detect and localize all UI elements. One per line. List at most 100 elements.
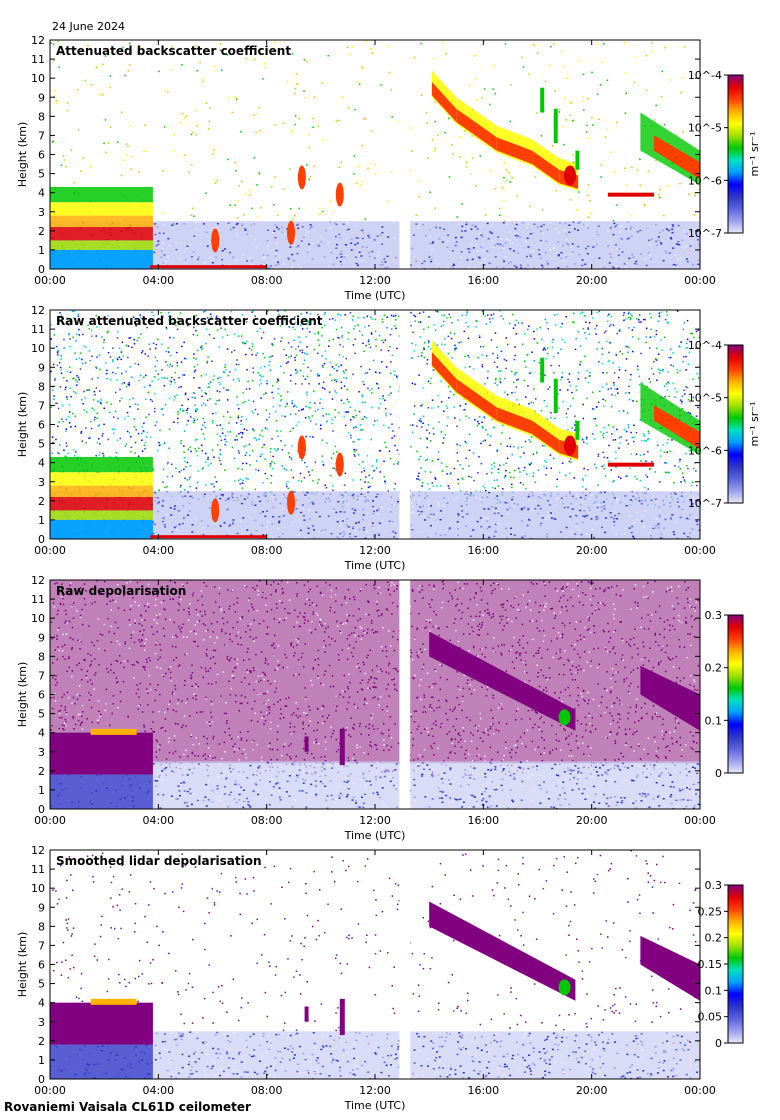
x-tick-label: 04:00 (142, 274, 174, 287)
x-tick-label: 00:00 (684, 814, 716, 827)
colorbar (727, 344, 744, 504)
y-tick-label: 8 (38, 650, 45, 663)
x-tick-label: 04:00 (142, 544, 174, 557)
panel-title: Smoothed lidar depolarisation (56, 854, 262, 868)
y-tick-label: 2 (38, 765, 45, 778)
y-tick-label: 10 (31, 342, 45, 355)
x-tick-label: 00:00 (684, 544, 716, 557)
x-tick-label: 08:00 (251, 1084, 283, 1097)
x-tick-label: 20:00 (576, 544, 608, 557)
y-axis-label: Height (km) (16, 122, 29, 188)
x-tick-label: 00:00 (34, 274, 66, 287)
x-tick-label: 08:00 (251, 544, 283, 557)
x-tick-label: 16:00 (467, 274, 499, 287)
x-tick-label: 00:00 (34, 814, 66, 827)
y-tick-label: 12 (31, 304, 45, 317)
y-tick-label: 4 (38, 727, 45, 740)
y-tick-label: 0 (38, 1073, 45, 1086)
x-tick-label: 04:00 (142, 1084, 174, 1097)
colorbar-label: 0.3 (705, 609, 723, 622)
colorbar-label: 0.1 (705, 984, 723, 997)
data-gap (399, 850, 411, 1079)
x-tick-label: 00:00 (684, 1084, 716, 1097)
y-tick-label: 1 (38, 784, 45, 797)
x-tick-label: 16:00 (467, 814, 499, 827)
colorbar-label: 0.25 (698, 905, 723, 918)
y-tick-label: 6 (38, 419, 45, 432)
y-tick-label: 11 (31, 323, 45, 336)
y-tick-label: 7 (38, 129, 45, 142)
y-tick-label: 2 (38, 225, 45, 238)
y-tick-label: 1 (38, 1054, 45, 1067)
panel-title: Raw depolarisation (56, 584, 186, 598)
y-tick-label: 3 (38, 206, 45, 219)
y-tick-label: 3 (38, 476, 45, 489)
y-tick-label: 9 (38, 631, 45, 644)
colorbar-label: 10^-4 (688, 69, 722, 82)
y-tick-label: 5 (38, 168, 45, 181)
y-axis-label: Height (km) (16, 932, 29, 998)
heatmap-field (50, 40, 700, 269)
y-tick-label: 4 (38, 997, 45, 1010)
x-axis-label: Time (UTC) (344, 829, 406, 842)
x-tick-label: 12:00 (359, 814, 391, 827)
y-tick-label: 6 (38, 959, 45, 972)
y-tick-label: 8 (38, 380, 45, 393)
colorbar-label: 0.2 (705, 662, 723, 675)
x-tick-label: 16:00 (467, 1084, 499, 1097)
colorbar (727, 884, 744, 1044)
colorbar-unit: m⁻¹ sr⁻¹ (748, 402, 761, 447)
x-tick-label: 20:00 (576, 814, 608, 827)
x-tick-label: 20:00 (576, 274, 608, 287)
panel-1: Attenuated backscatter coefficient012345… (16, 34, 761, 302)
colorbar-unit: m⁻¹ sr⁻¹ (748, 132, 761, 177)
y-tick-label: 12 (31, 844, 45, 857)
y-tick-label: 8 (38, 920, 45, 933)
x-tick-label: 00:00 (684, 274, 716, 287)
instrument-label: Rovaniemi Vaisala CL61D ceilometer (4, 1100, 251, 1114)
y-tick-label: 4 (38, 457, 45, 470)
y-tick-label: 7 (38, 939, 45, 952)
x-tick-label: 12:00 (359, 1084, 391, 1097)
y-tick-label: 11 (31, 593, 45, 606)
heatmap-field (50, 850, 700, 1079)
y-tick-label: 9 (38, 901, 45, 914)
data-gap (399, 310, 411, 539)
y-axis-label: Height (km) (16, 662, 29, 728)
x-tick-label: 16:00 (467, 544, 499, 557)
data-gap (399, 580, 411, 809)
y-tick-label: 10 (31, 72, 45, 85)
y-tick-label: 12 (31, 574, 45, 587)
x-tick-label: 00:00 (34, 544, 66, 557)
colorbar (727, 614, 744, 774)
y-tick-label: 6 (38, 149, 45, 162)
y-tick-label: 7 (38, 399, 45, 412)
y-tick-label: 0 (38, 533, 45, 546)
colorbar-label: 0 (715, 767, 722, 780)
y-tick-label: 4 (38, 187, 45, 200)
panel-4: Smoothed lidar depolarisation01234567891… (16, 844, 744, 1112)
data-gap (399, 40, 411, 269)
colorbar-label: 10^-4 (688, 339, 722, 352)
colorbar-label: 0.1 (705, 714, 723, 727)
colorbar-label: 0 (715, 1037, 722, 1050)
y-tick-label: 6 (38, 689, 45, 702)
heatmap-field (50, 310, 700, 539)
heatmap-field (50, 580, 700, 809)
y-tick-label: 3 (38, 746, 45, 759)
colorbar-label: 10^-7 (688, 227, 722, 240)
panel-2: Raw attenuated backscatter coefficient 0 1… (16, 304, 761, 572)
x-tick-label: 04:00 (142, 814, 174, 827)
y-tick-label: 0 (38, 263, 45, 276)
colorbar-label: 0.15 (698, 958, 723, 971)
y-tick-label: 9 (38, 91, 45, 104)
colorbar-label: 0.2 (705, 932, 723, 945)
x-tick-label: 08:00 (251, 814, 283, 827)
y-tick-label: 11 (31, 863, 45, 876)
y-tick-label: 10 (31, 882, 45, 895)
y-tick-label: 12 (31, 34, 45, 47)
panel-title: Raw attenuated backscatter coefficient (56, 314, 323, 328)
y-tick-label: 2 (38, 495, 45, 508)
